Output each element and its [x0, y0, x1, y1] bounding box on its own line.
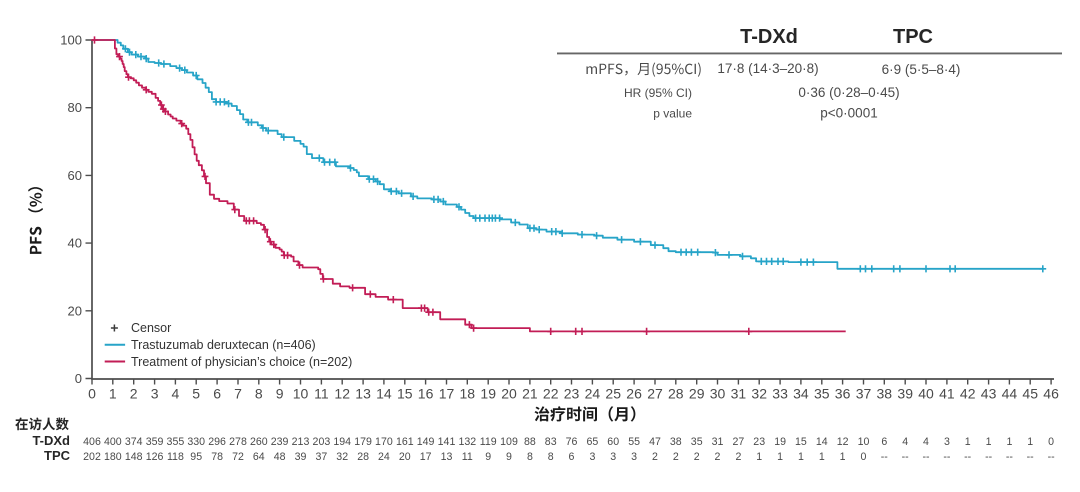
svg-text:36: 36: [835, 385, 851, 401]
svg-text:42: 42: [960, 385, 976, 401]
svg-text:6·9 (5·5–8·4): 6·9 (5·5–8·4): [882, 62, 961, 77]
svg-text:34: 34: [793, 385, 809, 401]
svg-text:6: 6: [213, 385, 221, 401]
svg-text:9: 9: [276, 385, 284, 401]
svg-text:17·8 (14·3–20·8): 17·8 (14·3–20·8): [717, 61, 818, 76]
svg-text:Censor: Censor: [131, 321, 171, 335]
svg-text:TPC: TPC: [44, 448, 71, 463]
svg-text:p value: p value: [653, 107, 692, 121]
svg-text:40: 40: [68, 236, 82, 251]
svg-text:19: 19: [480, 385, 496, 401]
svg-text:22: 22: [543, 385, 559, 401]
svg-text:1: 1: [109, 385, 117, 401]
svg-text:43: 43: [981, 385, 997, 401]
svg-text:p<0·0001: p<0·0001: [820, 106, 877, 121]
svg-text:30: 30: [710, 385, 726, 401]
svg-text:32: 32: [751, 385, 767, 401]
svg-text:23: 23: [564, 385, 580, 401]
svg-text:39: 39: [897, 385, 913, 401]
svg-text:20: 20: [68, 303, 82, 318]
svg-text:100: 100: [60, 33, 82, 48]
svg-text:HR (95% CI): HR (95% CI): [624, 86, 692, 100]
svg-text:40: 40: [918, 385, 934, 401]
svg-text:T-DXd: T-DXd: [740, 26, 798, 48]
svg-text:26: 26: [626, 385, 642, 401]
svg-text:TPC: TPC: [893, 26, 933, 48]
svg-text:14: 14: [376, 385, 392, 401]
svg-text:10: 10: [293, 385, 309, 401]
svg-text:21: 21: [522, 385, 538, 401]
svg-text:8: 8: [255, 385, 263, 401]
svg-text:11: 11: [314, 385, 329, 401]
svg-text:20: 20: [501, 385, 517, 401]
svg-text:31: 31: [731, 385, 747, 401]
svg-text:29: 29: [689, 385, 705, 401]
svg-text:16: 16: [418, 385, 434, 401]
svg-text:15: 15: [397, 385, 413, 401]
svg-text:45: 45: [1022, 385, 1038, 401]
svg-text:38: 38: [877, 385, 893, 401]
svg-text:46: 46: [1043, 385, 1059, 401]
svg-text:44: 44: [1002, 385, 1018, 401]
svg-text:13: 13: [355, 385, 371, 401]
svg-text:41: 41: [939, 385, 955, 401]
svg-text:33: 33: [772, 385, 788, 401]
svg-text:27: 27: [647, 385, 663, 401]
svg-text:Trastuzumab deruxtecan (n=406): Trastuzumab deruxtecan (n=406): [131, 338, 316, 352]
svg-text:25: 25: [605, 385, 621, 401]
svg-text:5: 5: [192, 385, 200, 401]
svg-text:24: 24: [585, 385, 601, 401]
svg-text:37: 37: [856, 385, 872, 401]
svg-text:60: 60: [68, 168, 82, 183]
svg-text:17: 17: [439, 385, 455, 401]
svg-text:7: 7: [234, 385, 242, 401]
svg-text:18: 18: [460, 385, 476, 401]
svg-text:T-DXd: T-DXd: [32, 433, 70, 448]
svg-text:3: 3: [151, 385, 159, 401]
svg-text:0: 0: [88, 385, 96, 401]
svg-text:0·36 (0·28–0·45): 0·36 (0·28–0·45): [798, 85, 899, 100]
svg-text:4: 4: [172, 385, 180, 401]
svg-text:80: 80: [68, 100, 82, 115]
svg-text:Treatment of physician’s choic: Treatment of physician’s choice (n=202): [131, 355, 352, 369]
svg-text:0: 0: [75, 371, 82, 386]
svg-text:2: 2: [130, 385, 138, 401]
svg-text:28: 28: [668, 385, 684, 401]
svg-text:35: 35: [814, 385, 830, 401]
svg-text:12: 12: [334, 385, 350, 401]
